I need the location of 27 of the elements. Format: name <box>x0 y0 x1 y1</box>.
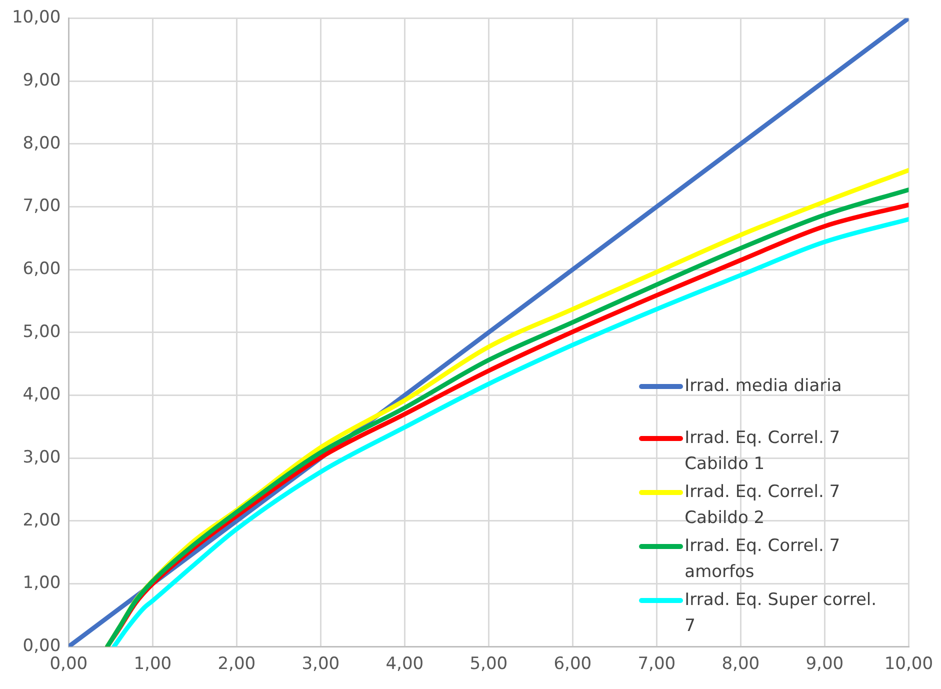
y-tick-label: 10,00 <box>12 8 61 28</box>
y-tick-label: 6,00 <box>22 258 61 279</box>
y-tick-label: 2,00 <box>22 510 61 530</box>
x-tick-label: 8,00 <box>722 654 760 674</box>
y-tick-label: 1,00 <box>22 573 61 594</box>
y-tick-label: 5,00 <box>22 322 61 342</box>
x-tick-label: 10,00 <box>884 654 933 674</box>
y-tick-label: 4,00 <box>22 384 61 405</box>
legend-label: Irrad. Eq. Super correl. 7 <box>684 588 878 638</box>
y-tick-label: 0,00 <box>22 636 61 656</box>
x-tick-label: 4,00 <box>386 654 424 674</box>
y-tick-label: 7,00 <box>22 196 61 216</box>
x-tick-label: 6,00 <box>554 654 592 674</box>
y-tick-label: 8,00 <box>22 133 61 154</box>
x-tick-label: 9,00 <box>806 654 844 674</box>
x-tick-label: 0,00 <box>50 654 88 674</box>
y-tick-label: 3,00 <box>22 448 61 468</box>
x-tick-label: 2,00 <box>218 654 256 674</box>
legend-label: Irrad. Eq. Correl. 7 Cabildo 1 <box>684 426 842 476</box>
x-tick-label: 5,00 <box>470 654 508 674</box>
legend-label: Irrad. Eq. Correl. 7 amorfos <box>684 534 842 584</box>
x-tick-label: 7,00 <box>638 654 676 674</box>
x-tick-label: 3,00 <box>302 654 340 674</box>
x-tick-label: 1,00 <box>134 654 172 674</box>
y-tick-label: 9,00 <box>22 70 61 90</box>
legend-label: Irrad. Eq. Correl. 7 Cabildo 2 <box>684 480 842 530</box>
legend-label: Irrad. media diaria <box>684 374 842 398</box>
